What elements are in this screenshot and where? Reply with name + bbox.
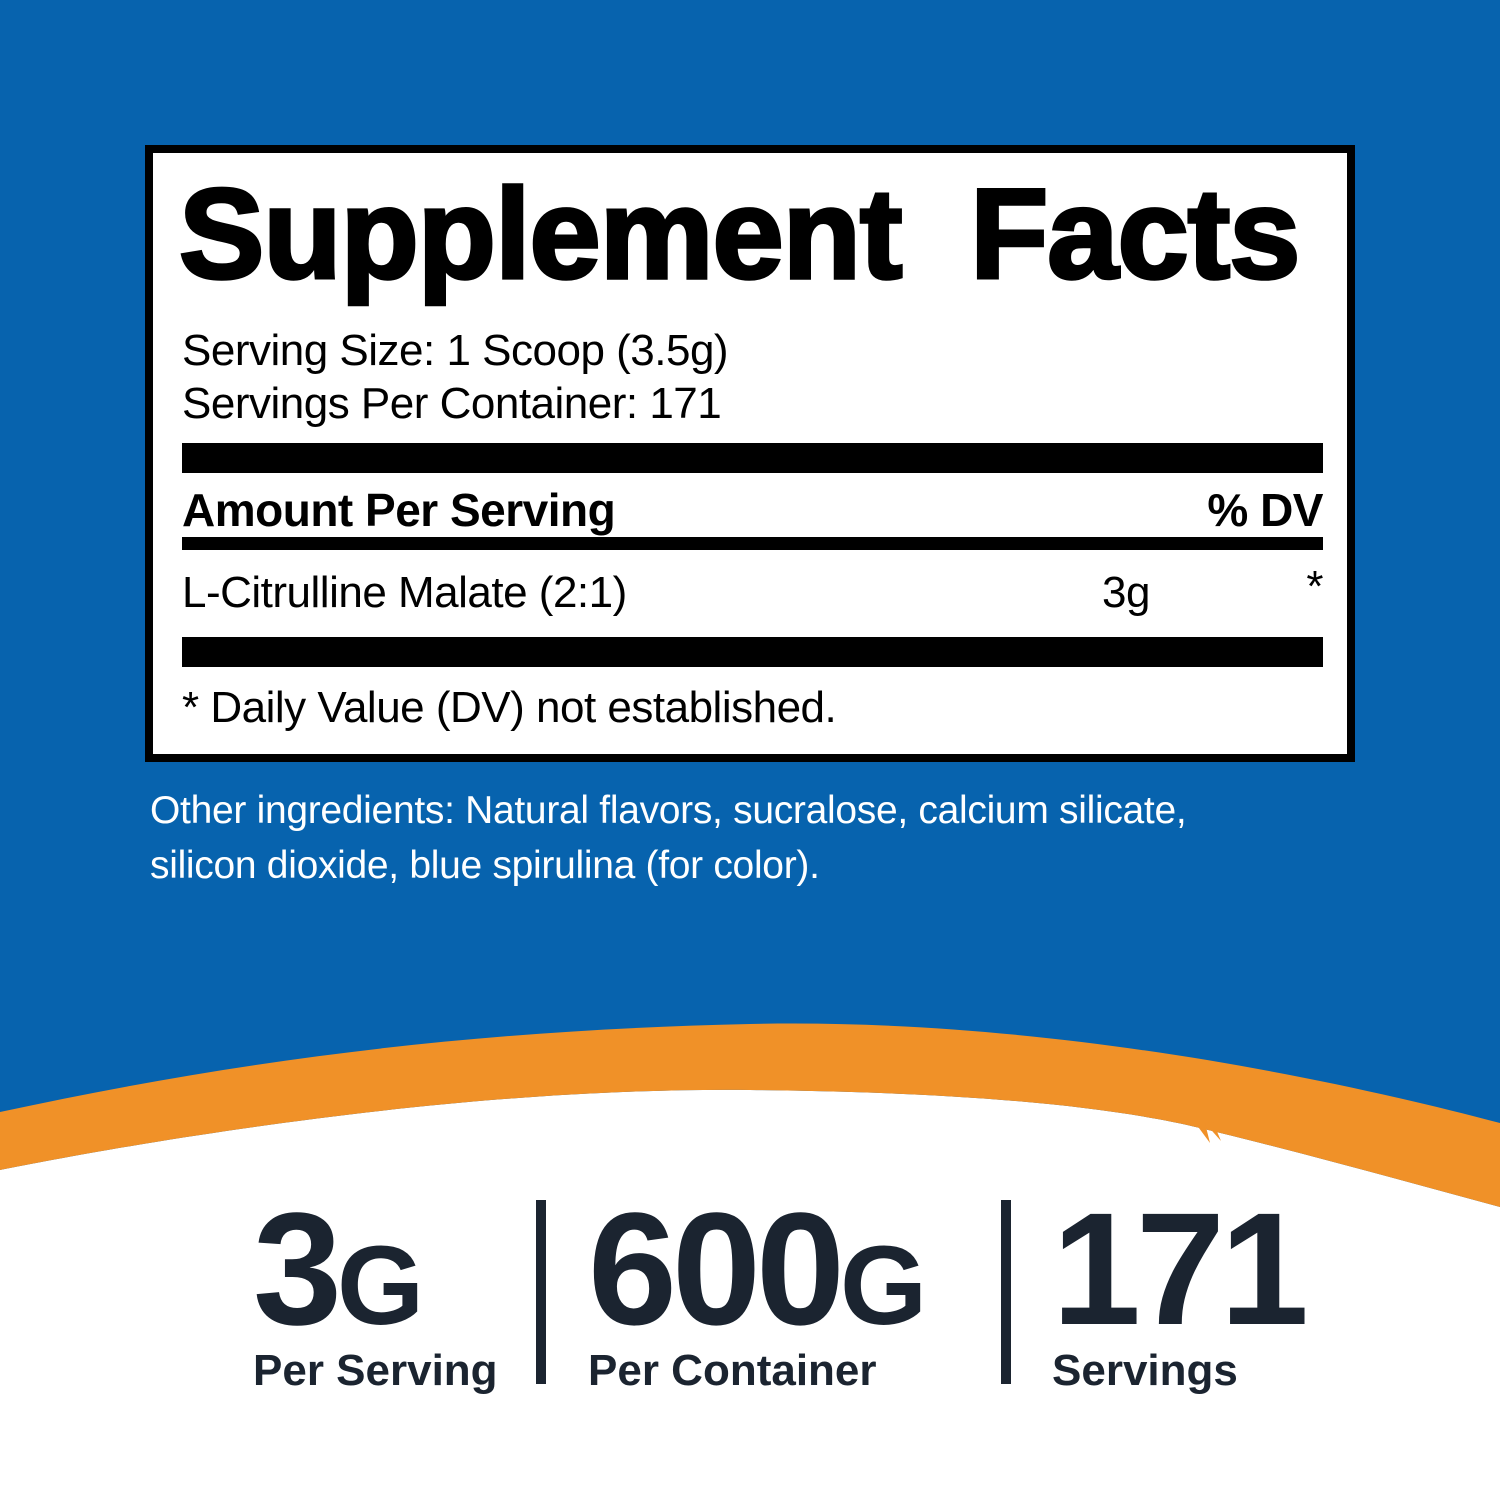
- other-ingredients-text: Other ingredients: Natural flavors, sucr…: [150, 783, 1390, 893]
- serving-size-line: Serving Size: 1 Scoop (3.5g): [182, 326, 729, 375]
- stat-per-container-unit: G: [839, 1223, 927, 1348]
- stat-servings-value: 171: [1052, 1189, 1309, 1349]
- amount-per-serving-header: Amount Per Serving: [182, 484, 616, 536]
- stat-per-serving-value: 3G: [253, 1189, 424, 1349]
- dv-header: % DV: [1207, 484, 1323, 536]
- stat-per-serving-number: 3: [253, 1179, 342, 1358]
- stat-per-container-number: 600: [588, 1179, 845, 1358]
- footer-white-area: [0, 1089, 1500, 1500]
- other-ingredients-line-2: silicon dioxide, blue spirulina (for col…: [150, 844, 820, 887]
- stat-per-container-label: Per Container: [588, 1346, 877, 1395]
- stat-per-serving-unit: G: [336, 1223, 424, 1348]
- table-header-row: Amount Per Serving % DV: [182, 483, 1323, 537]
- stat-servings-number: 171: [1052, 1179, 1309, 1358]
- stat-per-serving-label: Per Serving: [253, 1346, 498, 1395]
- separator-bar-thin: [182, 537, 1323, 550]
- servings-per-container-line: Servings Per Container: 171: [182, 379, 722, 428]
- ingredient-dv-asterisk: *: [1306, 562, 1323, 611]
- ingredient-name: L-Citrulline Malate (2:1): [182, 568, 627, 617]
- stats-divider-1: [536, 1200, 546, 1384]
- stat-servings-label: Servings: [1052, 1346, 1238, 1395]
- swoosh-brush-speck: [1196, 1122, 1221, 1143]
- orange-swoosh: [0, 1023, 1500, 1207]
- panel-title: Supplement Facts: [177, 161, 1302, 308]
- stat-per-container-value: 600G: [588, 1189, 927, 1349]
- separator-bar-thick-top: [182, 443, 1323, 473]
- swoosh-graphic: [0, 1023, 1500, 1500]
- separator-bar-thick-bottom: [182, 637, 1323, 667]
- stats-divider-2: [1001, 1200, 1011, 1384]
- other-ingredients-line-1: Other ingredients: Natural flavors, sucr…: [150, 789, 1187, 832]
- dv-footnote: * Daily Value (DV) not established.: [182, 683, 837, 732]
- supplement-facts-panel: Supplement Facts Serving Size: 1 Scoop (…: [145, 145, 1355, 762]
- ingredient-amount: 3g: [1102, 568, 1150, 617]
- table-row: L-Citrulline Malate (2:1) 3g *: [182, 562, 1323, 628]
